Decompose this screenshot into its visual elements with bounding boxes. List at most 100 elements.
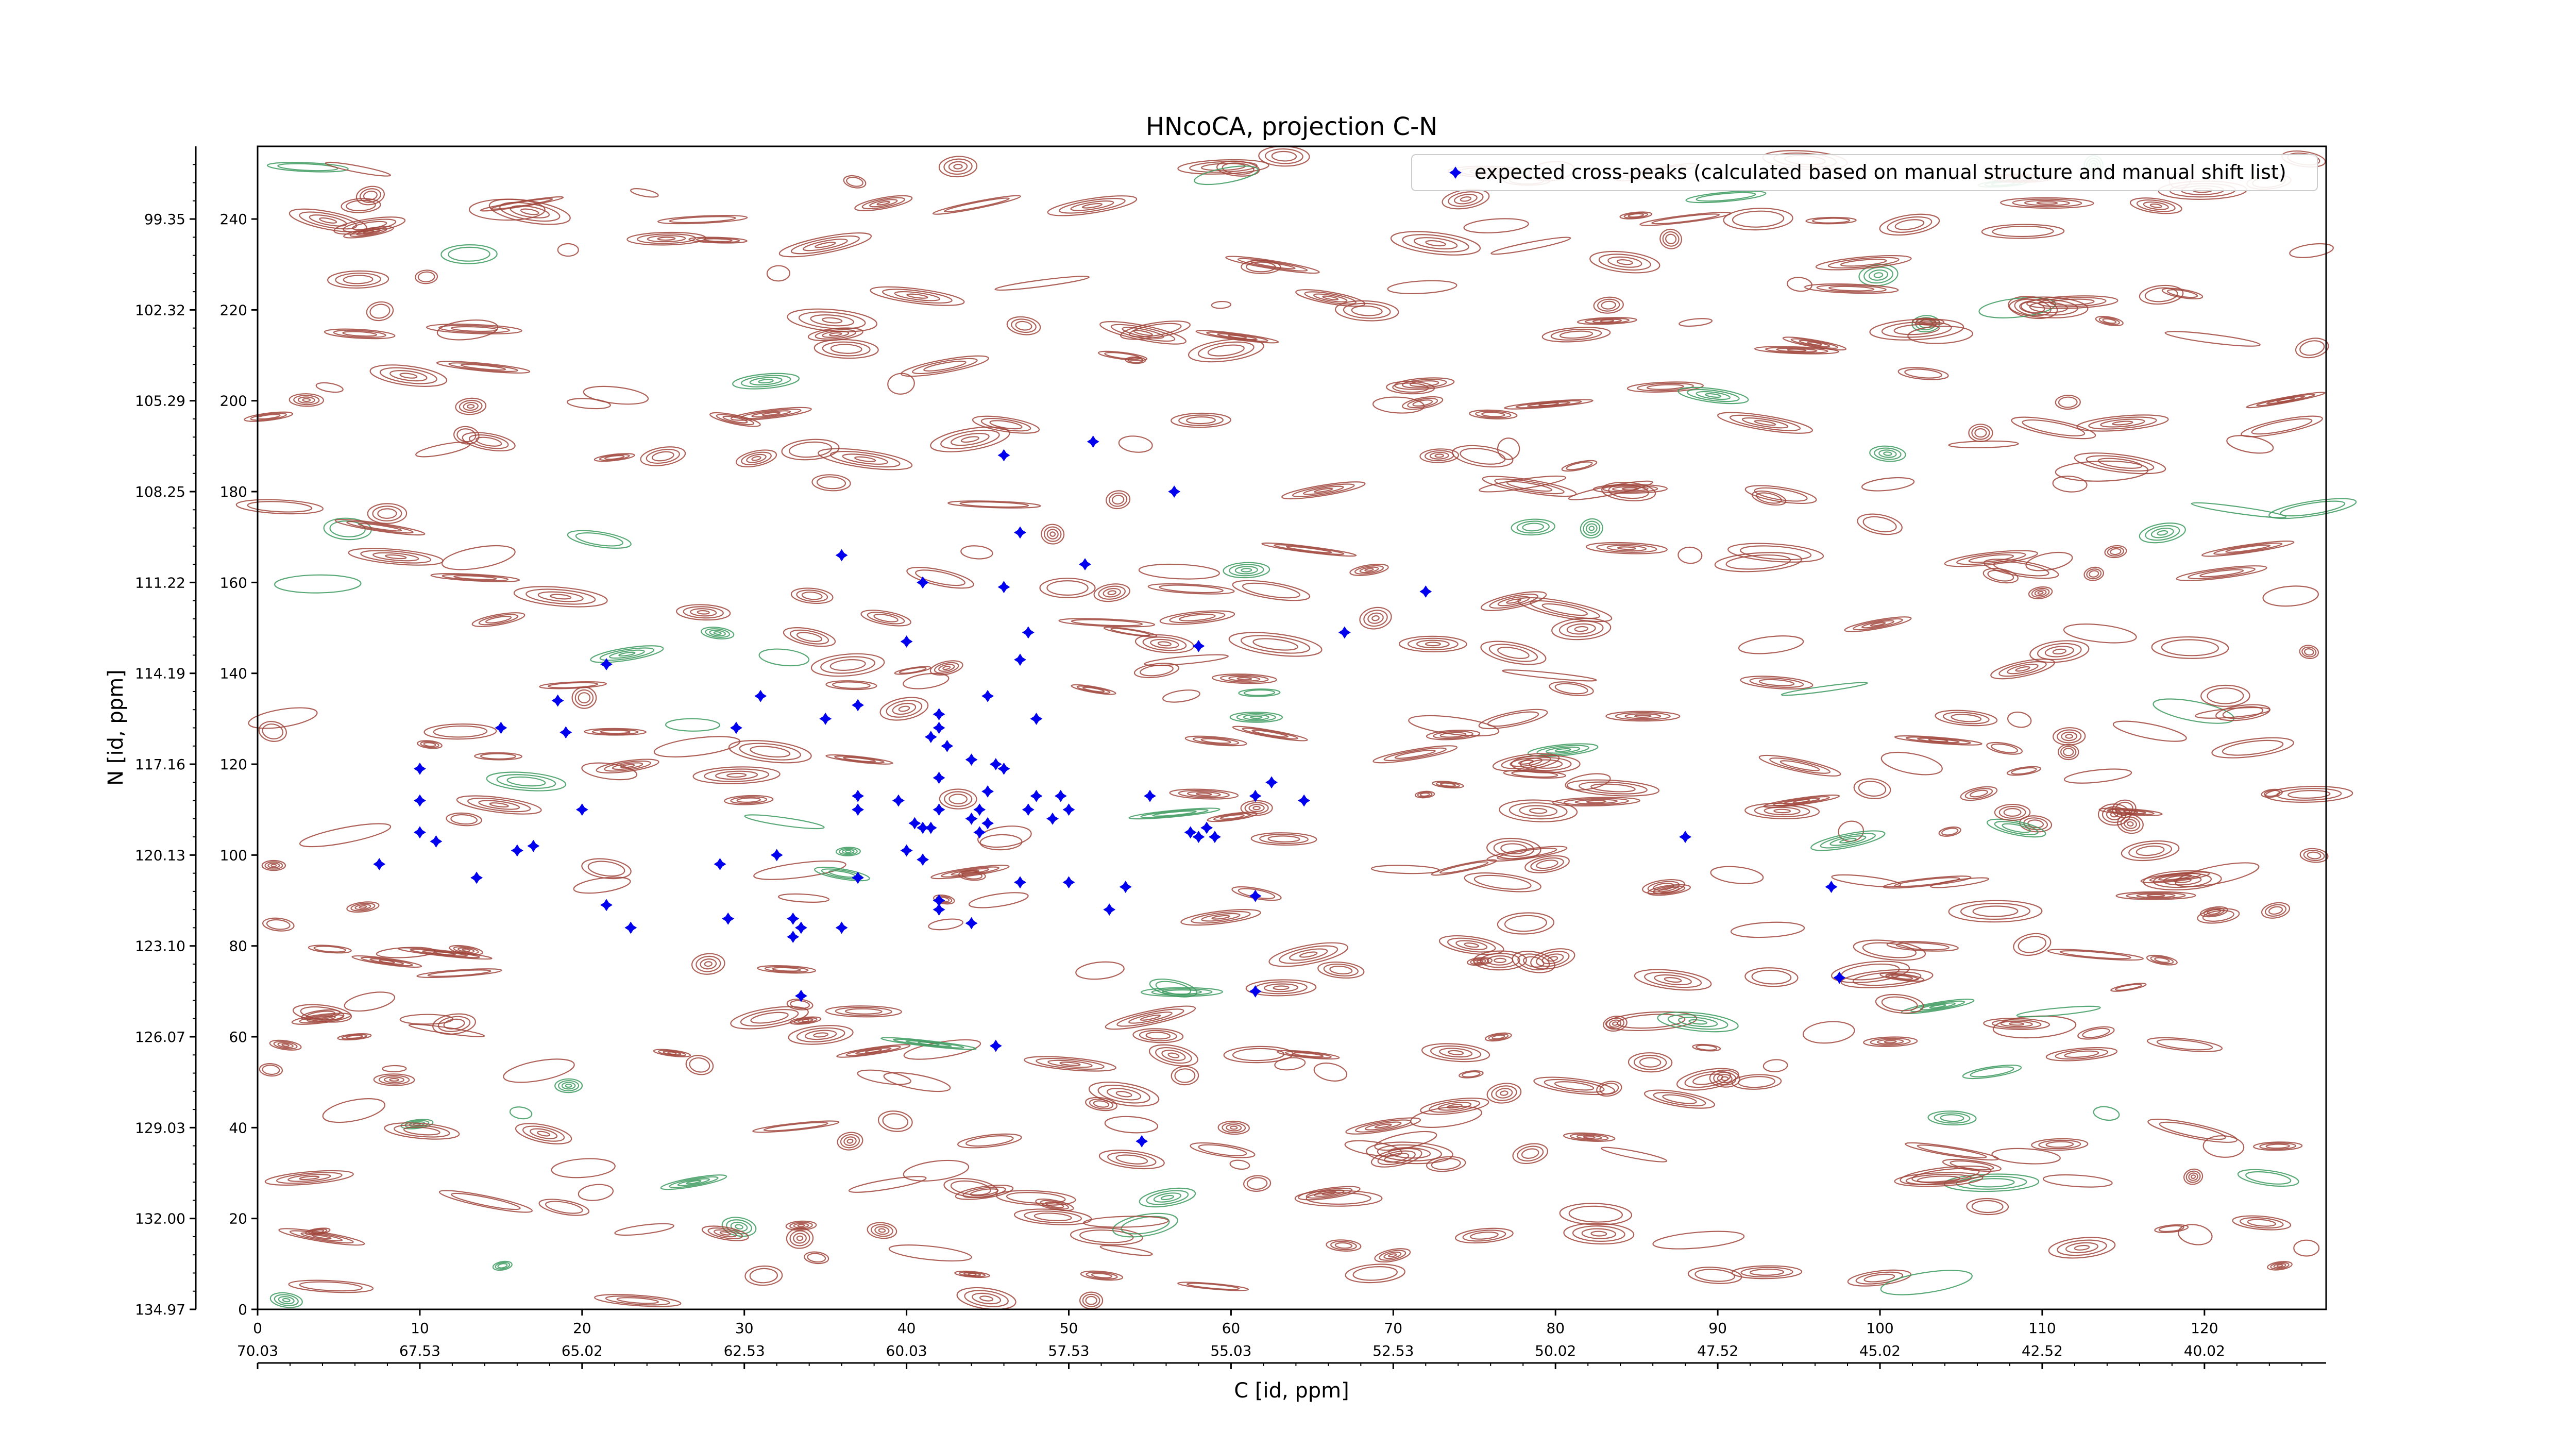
positive-contour [341,198,381,213]
positive-contour [1684,1071,1732,1088]
positive-contour [1486,846,1568,862]
positive-contour [1506,598,1522,604]
positive-contour [1431,1158,1461,1170]
positive-contour [867,612,905,625]
positive-contour [1179,614,1216,621]
positive-contour [1265,148,1303,164]
positive-contour [415,442,471,458]
positive-contour [1569,1133,1609,1141]
positive-contour [1853,618,1903,631]
negative-contour [686,1180,702,1185]
positive-contour [834,755,885,764]
positive-contour [1417,791,1433,798]
positive-contour [651,451,674,462]
positive-contour [1352,1266,1398,1281]
positive-contour [1577,317,1637,325]
positive-contour [1605,1011,1698,1031]
positive-contour [2261,902,2291,919]
positive-contour [1448,191,1484,207]
cross-peak-point [413,826,426,839]
negative-contour [1121,1216,1170,1235]
negative-contour [1149,979,1198,998]
positive-contour [315,382,344,393]
positive-contour [1302,485,1344,495]
negative-contour [1820,833,1876,849]
negative-contour [1153,1192,1181,1203]
positive-contour [476,436,502,447]
positive-contour [513,586,608,608]
ppm-x-tick-label: 42.52 [2022,1342,2063,1359]
positive-contour [379,367,437,384]
positive-contour [1306,1192,1371,1205]
negative-contour [1705,393,1722,398]
positive-contour [783,627,836,647]
negative-contour [274,1294,299,1306]
positive-contour [1544,1079,1605,1093]
positive-contour [1754,487,1808,502]
positive-contour [930,865,1010,880]
y-tick-label: 200 [220,393,247,410]
positive-contour [319,217,337,224]
positive-contour [1098,350,1148,361]
positive-contour [1107,1152,1157,1167]
positive-contour [1605,711,1681,722]
positive-contour [604,455,625,460]
positive-contour [690,608,717,617]
positive-contour [1993,561,2049,577]
positive-contour [1334,300,1399,322]
positive-contour [1106,490,1131,510]
positive-contour [2124,819,2137,829]
positive-contour [763,1122,828,1132]
positive-contour [906,293,928,299]
positive-contour [1171,1066,1199,1086]
positive-contour [1696,1044,1718,1051]
positive-contour [1602,485,1658,493]
positive-contour [1191,911,1251,924]
positive-contour [467,797,531,813]
positive-contour [2129,197,2182,214]
cross-peak-point [1087,435,1099,448]
positive-contour [1619,211,1653,220]
x-tick-label: 20 [573,1320,591,1337]
positive-contour [1554,1081,1595,1091]
positive-contour [1844,616,1912,632]
positive-contour [573,877,631,894]
negative-contour [282,1298,291,1303]
positive-contour [459,399,483,413]
negative-contour [1978,297,2056,318]
positive-contour [1455,940,1488,950]
positive-contour [1070,200,1114,211]
negative-contour [839,848,858,855]
positive-contour [2065,734,2074,739]
positive-contour [1271,150,1297,162]
positive-contour [1998,805,2026,819]
negative-contour [660,1174,727,1190]
positive-contour [2161,639,2219,656]
positive-contour [417,740,443,749]
positive-contour [835,1006,892,1016]
positive-contour [423,742,436,747]
positive-contour [878,1228,886,1233]
positive-contour [709,412,761,427]
positive-contour [1494,478,1565,495]
positive-contour [2154,1224,2189,1233]
positive-contour [1294,1190,1383,1207]
positive-contour [2037,643,2082,660]
positive-contour [1563,1223,1635,1245]
positive-contour [2112,420,2133,426]
positive-contour [1359,566,1379,574]
cross-peak-point [575,803,588,816]
positive-contour [1147,583,1235,595]
positive-contour [526,588,596,605]
positive-contour [1110,628,1151,636]
cross-peak-point [981,817,994,830]
positive-contour [258,721,287,742]
positive-contour [2261,788,2283,798]
positive-contour [1093,583,1130,602]
positive-contour [1628,213,1645,218]
positive-contour [796,632,823,642]
positive-contour [417,271,435,282]
positive-contour [750,746,791,758]
positive-contour [281,1043,290,1047]
positive-contour [356,229,381,235]
